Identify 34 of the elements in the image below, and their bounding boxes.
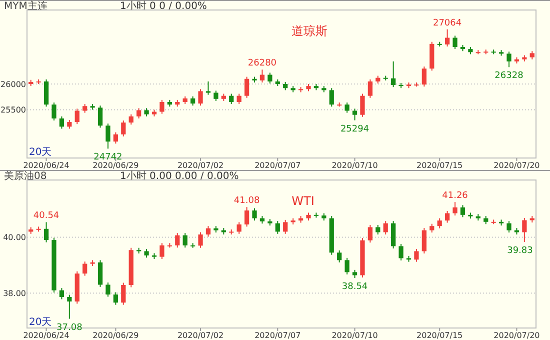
- x-tick-label: 2020/06/29: [92, 331, 139, 340]
- annotation: 38.54: [342, 282, 368, 292]
- annotation: 26328: [494, 71, 524, 82]
- annotation: 40.54: [33, 211, 60, 222]
- y-tick-label: 38.00: [3, 289, 26, 298]
- x-tick-label: 2020/07/02: [177, 161, 224, 170]
- y-tick-label: 25500: [0, 106, 26, 115]
- x-tick-label: 2020/07/20: [494, 331, 540, 340]
- x-tick-label: 2020/06/24: [23, 161, 70, 170]
- annotation: 41.26: [442, 191, 468, 202]
- x-tick-label: 2020/07/15: [416, 161, 463, 170]
- chart-title: 美原油08: [4, 170, 47, 182]
- annotation: 37.08: [56, 322, 83, 333]
- y-tick-label: 40.00: [3, 233, 26, 242]
- annotation: WTI: [292, 194, 314, 208]
- x-tick-label: 2020/06/24: [23, 331, 70, 340]
- annotation: 27064: [432, 18, 462, 28]
- annotation: 20天: [29, 317, 52, 328]
- x-tick-label: 2020/07/02: [177, 331, 224, 340]
- x-tick-label: 2020/07/10: [332, 331, 378, 340]
- y-tick-label: 26000: [0, 80, 26, 89]
- annotation: 41.08: [234, 196, 260, 206]
- annotation: 25294: [340, 124, 370, 134]
- x-tick-label: 2020/07/07: [254, 331, 301, 340]
- x-tick-label: 2020/06/29: [92, 161, 139, 170]
- x-tick-label: 2020/07/15: [416, 331, 463, 340]
- annotation: 道琼斯: [292, 24, 328, 38]
- x-tick-label: 2020/07/20: [494, 161, 540, 170]
- annotation: 20天: [29, 147, 52, 158]
- annotation: 26280: [248, 58, 277, 69]
- annotation: 39.83: [507, 246, 533, 256]
- x-tick-label: 2020/07/10: [332, 161, 378, 170]
- annotation: 24742: [94, 152, 122, 163]
- x-tick-label: 2020/07/07: [254, 161, 301, 170]
